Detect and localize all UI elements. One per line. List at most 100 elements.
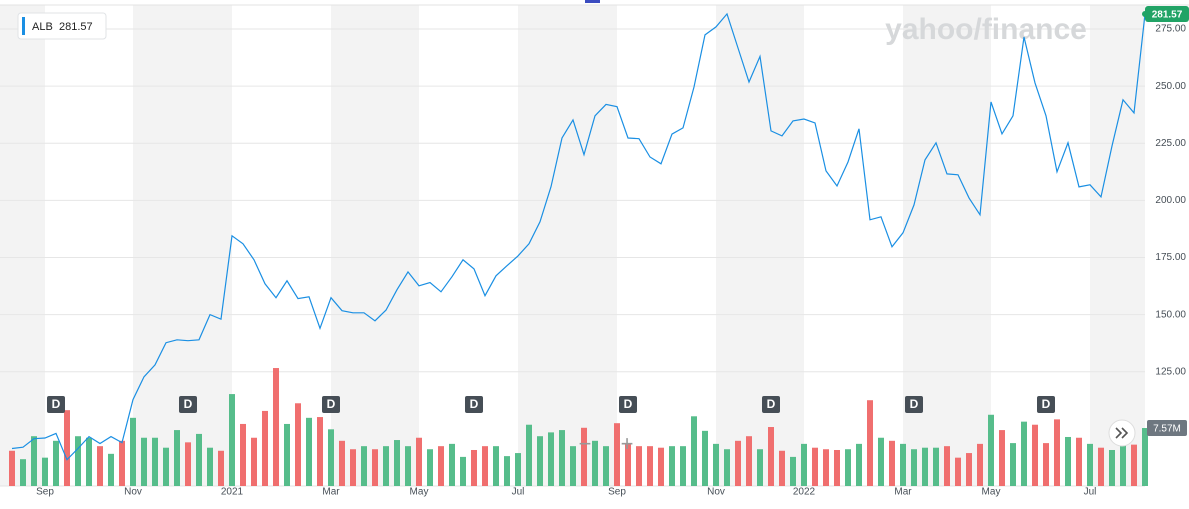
dividend-marker[interactable]: D bbox=[322, 396, 340, 413]
x-tick-label: Jul bbox=[512, 487, 525, 498]
volume-bar bbox=[889, 440, 895, 486]
x-tick-label: Nov bbox=[124, 487, 142, 498]
volume-bar bbox=[240, 423, 246, 486]
handle bbox=[585, 0, 600, 3]
volume-bar bbox=[86, 437, 92, 486]
dividend-label: D bbox=[52, 397, 61, 411]
volume-bar bbox=[350, 449, 356, 486]
volume-bar bbox=[20, 459, 26, 486]
zoom-out[interactable]: − bbox=[579, 431, 592, 456]
volume-bar bbox=[493, 446, 499, 486]
last-price-tag bbox=[1145, 5, 1189, 22]
dividend-box bbox=[47, 396, 65, 413]
ticker-price: 281.57 bbox=[59, 21, 93, 33]
y-tick-label: 225.00 bbox=[1155, 138, 1186, 149]
background bbox=[0, 4, 1189, 487]
volume-bar bbox=[504, 456, 510, 486]
volume-bar bbox=[130, 417, 136, 486]
last-price-label: 281.57 bbox=[1152, 10, 1183, 21]
volume-bar bbox=[174, 430, 180, 486]
volume-bar bbox=[64, 410, 70, 486]
dividend-marker[interactable]: D bbox=[47, 396, 65, 413]
volume-bar bbox=[1131, 444, 1137, 486]
dividend-box bbox=[1037, 396, 1055, 413]
dividend-label: D bbox=[624, 397, 633, 411]
price-line bbox=[11, 12, 1146, 461]
volume-bar bbox=[9, 450, 15, 486]
volume-bar bbox=[427, 449, 433, 486]
zoom-in[interactable]: + bbox=[621, 431, 634, 456]
volume-bar bbox=[548, 432, 554, 486]
volume-bar bbox=[625, 443, 631, 486]
month-band bbox=[133, 5, 232, 486]
volume-bar bbox=[603, 446, 609, 486]
dividend-marker[interactable]: D bbox=[179, 396, 197, 413]
volume-bar bbox=[559, 430, 565, 486]
volume-bar bbox=[471, 449, 477, 486]
month-band bbox=[1090, 5, 1145, 486]
ticker-badge: ALB 281.57 bbox=[17, 12, 107, 40]
volume-bar bbox=[438, 446, 444, 486]
y-tick-label: 275.00 bbox=[1155, 24, 1186, 35]
y-tick-label: 175.00 bbox=[1155, 252, 1186, 263]
dividend-label: D bbox=[910, 397, 919, 411]
volume-bar bbox=[746, 436, 752, 486]
volume-bar bbox=[1043, 443, 1049, 486]
volume-bar bbox=[295, 403, 301, 486]
volume-bar bbox=[1065, 436, 1071, 486]
volume-bar bbox=[691, 416, 697, 486]
volume-bar bbox=[482, 446, 488, 486]
volume-bar bbox=[328, 429, 334, 486]
volume-bar bbox=[724, 449, 730, 486]
x-tick-label: Sep bbox=[36, 487, 54, 498]
dividend-marker[interactable]: D bbox=[619, 396, 637, 413]
dividend-marker[interactable]: D bbox=[465, 396, 483, 413]
volume-bar bbox=[372, 449, 378, 486]
ticker-symbol: ALB bbox=[32, 21, 53, 33]
volume-bar bbox=[284, 423, 290, 486]
volume-bar bbox=[845, 449, 851, 486]
volume-bar bbox=[988, 414, 994, 486]
dividend-marker[interactable]: D bbox=[762, 396, 780, 413]
volume-bar bbox=[53, 440, 59, 486]
dividend-label: D bbox=[470, 397, 479, 411]
volume-bar bbox=[647, 446, 653, 486]
volume-bar bbox=[196, 433, 202, 486]
volume-bar bbox=[570, 446, 576, 486]
volume-bar bbox=[1076, 437, 1082, 486]
volume-bar bbox=[999, 430, 1005, 486]
volume-bar bbox=[185, 442, 191, 486]
volume-bar bbox=[31, 436, 37, 486]
dividend-label: D bbox=[327, 397, 336, 411]
volume-bar bbox=[900, 443, 906, 486]
dividend-marker[interactable]: D bbox=[905, 396, 923, 413]
volume-bar bbox=[119, 440, 125, 486]
volume-bar bbox=[273, 368, 279, 486]
volume-bar bbox=[768, 427, 774, 486]
x-tick-label: Mar bbox=[894, 487, 912, 498]
dividend-marker[interactable]: D bbox=[1037, 396, 1055, 413]
volume-bar bbox=[229, 394, 235, 486]
last-volume-tag bbox=[1147, 420, 1187, 437]
last-price-dot bbox=[1142, 10, 1148, 17]
volume-bar bbox=[790, 456, 796, 486]
volume-bar bbox=[669, 446, 675, 486]
volume-bar bbox=[1054, 419, 1060, 486]
dividend-box bbox=[465, 396, 483, 413]
volume-bar bbox=[97, 446, 103, 486]
volume-bar bbox=[581, 427, 587, 486]
volume-bar bbox=[515, 453, 521, 486]
volume-bar bbox=[207, 447, 213, 486]
volume-bar bbox=[779, 450, 785, 486]
volume-bar bbox=[460, 456, 466, 486]
volume-bar bbox=[911, 449, 917, 486]
volume-bar bbox=[361, 446, 367, 486]
volume-bar bbox=[955, 457, 961, 486]
y-tick-label: 250.00 bbox=[1155, 81, 1186, 92]
y-tick-label: 200.00 bbox=[1155, 195, 1186, 206]
dividend-label: D bbox=[1042, 397, 1051, 411]
scroll-button[interactable] bbox=[1108, 419, 1136, 447]
volume-bar bbox=[757, 449, 763, 486]
